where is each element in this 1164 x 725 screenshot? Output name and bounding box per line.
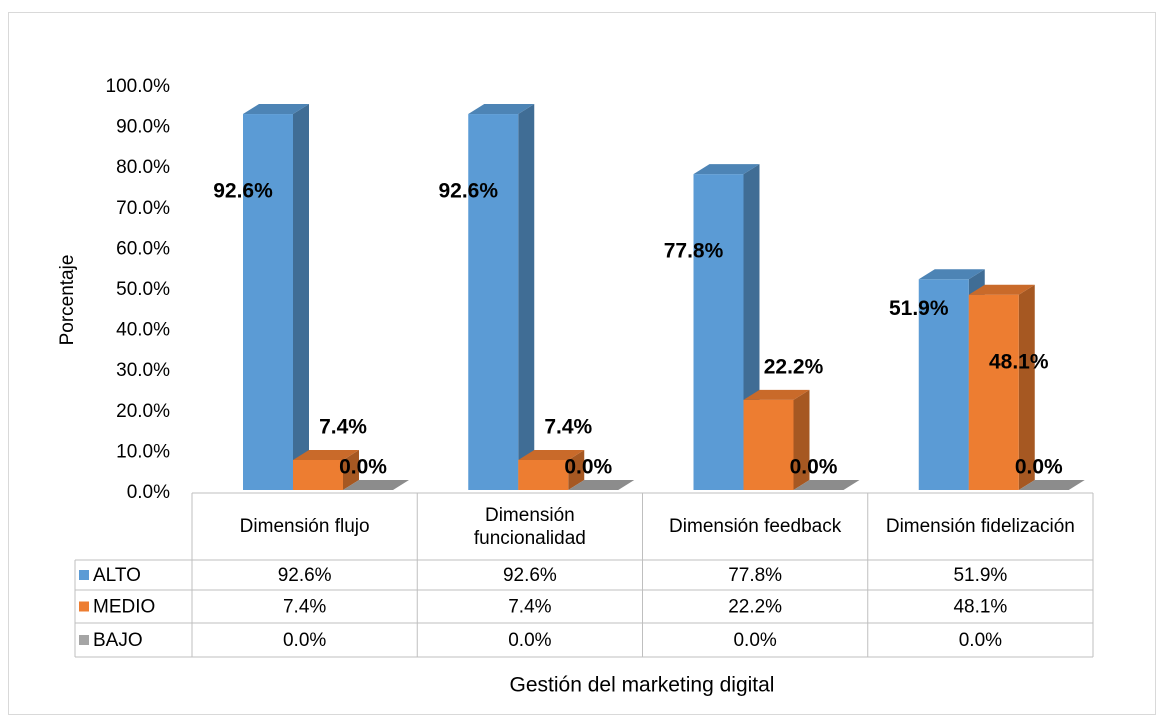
bar-side (518, 104, 535, 490)
table-cell: 77.8% (728, 565, 782, 586)
table-cell: 0.0% (959, 630, 1002, 651)
bar-top (918, 269, 985, 280)
legend-label: BAJO (93, 630, 143, 651)
x-axis-title: Gestión del marketing digital (510, 674, 775, 697)
table-cell: 0.0% (733, 630, 776, 651)
bar (693, 174, 744, 490)
table-cell: 0.0% (283, 630, 326, 651)
bar-top (743, 389, 810, 400)
y-tick-label: 80.0% (116, 157, 170, 178)
bar-side (568, 449, 585, 490)
bar-side (793, 389, 810, 490)
table-cell: 51.9% (953, 565, 1007, 586)
x-tick-label: Dimensión feedback (669, 516, 842, 537)
data-label: 7.4% (544, 416, 592, 439)
legend-swatch (79, 635, 89, 645)
data-label: 0.0% (339, 456, 387, 479)
y-tick-label: 90.0% (116, 117, 170, 138)
y-tick-label: 100.0% (106, 76, 171, 97)
table-cell: 0.0% (508, 630, 551, 651)
y-axis-title: Porcentaje (57, 255, 78, 346)
data-label: 0.0% (564, 456, 612, 479)
table-cell: 92.6% (278, 565, 332, 586)
y-tick-label: 70.0% (116, 198, 170, 219)
x-tick-label: Dimensión funcionalidad (473, 504, 586, 549)
bar-side (343, 449, 359, 490)
bar (243, 114, 293, 490)
data-label: 51.9% (889, 297, 949, 320)
bar-top (293, 449, 359, 460)
bar-top (793, 480, 860, 490)
bar-top (568, 480, 635, 490)
bar (293, 459, 343, 490)
y-tick-label: 50.0% (116, 279, 170, 300)
legend-label: ALTO (93, 565, 141, 586)
y-tick-label: 40.0% (116, 320, 170, 341)
table-cell: 22.2% (728, 597, 782, 618)
bar-top (693, 164, 760, 175)
legend-label: MEDIO (93, 597, 155, 618)
y-tick-label: 20.0% (116, 401, 170, 422)
legend-swatch (79, 570, 89, 580)
bar-top (343, 480, 409, 490)
bar (468, 114, 519, 490)
table-cell: 48.1% (953, 597, 1007, 618)
bar (968, 294, 1019, 490)
bar-top (968, 284, 1035, 295)
bar-top (518, 449, 585, 460)
data-label: 7.4% (319, 416, 367, 439)
table-cell: 7.4% (283, 597, 326, 618)
x-tick-label: Dimensión fidelización (885, 516, 1075, 537)
data-label: 0.0% (790, 456, 838, 479)
bar-top (468, 104, 535, 115)
bar-top (243, 104, 309, 115)
legend-swatch (79, 601, 89, 612)
data-label: 48.1% (989, 350, 1049, 373)
x-tick-label: Dimensión flujo (239, 516, 370, 537)
y-tick-label: 30.0% (116, 360, 170, 381)
bar (518, 459, 569, 490)
bar-top (1018, 480, 1085, 490)
table-cell: 92.6% (503, 565, 557, 586)
table-cell: 7.4% (508, 597, 551, 618)
data-label: 92.6% (438, 180, 498, 203)
bar (743, 399, 794, 490)
bar-side (1018, 284, 1035, 490)
y-tick-label: 0.0% (127, 482, 170, 503)
bar (918, 279, 969, 490)
data-label: 77.8% (664, 240, 724, 263)
data-label: 22.2% (764, 355, 824, 378)
y-tick-label: 10.0% (116, 441, 170, 462)
data-label: 0.0% (1015, 456, 1063, 479)
bar-side (293, 104, 309, 490)
data-label: 92.6% (213, 180, 273, 203)
y-tick-label: 60.0% (116, 238, 170, 259)
